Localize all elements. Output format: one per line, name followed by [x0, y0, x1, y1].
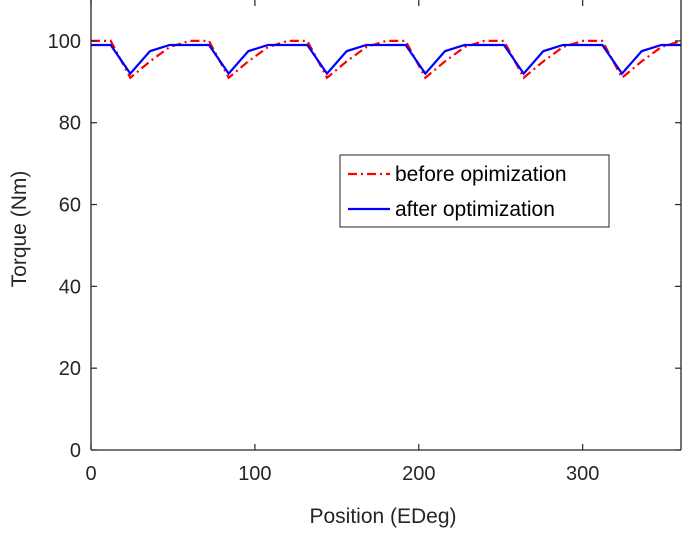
legend: before opimization after optimization: [339, 154, 610, 228]
y-tick-label: 20: [59, 358, 81, 380]
x-tick-label: 0: [85, 463, 96, 485]
plot-area: [91, 39, 682, 80]
y-tick-label: 80: [59, 113, 81, 135]
legend-label-1: before opimization: [395, 163, 567, 186]
y-tick-label: 60: [59, 195, 81, 217]
ticks: 0 100 200 300 0 20 40 60 80 100: [48, 0, 681, 485]
x-tick-label: 100: [238, 463, 271, 485]
y-tick-label: 100: [48, 31, 81, 53]
y-axis-label: Torque (Nm): [8, 171, 31, 288]
x-axis-label: Position (EDeg): [309, 505, 456, 528]
y-tick-label: 40: [59, 276, 81, 298]
x-tick-label: 200: [402, 463, 435, 485]
x-tick-label: 300: [566, 463, 599, 485]
series-line-2: [91, 43, 681, 76]
y-tick-label: 0: [70, 440, 81, 462]
legend-box: [339, 154, 610, 228]
series-line-1: [91, 39, 682, 80]
legend-label-2: after optimization: [395, 198, 555, 221]
